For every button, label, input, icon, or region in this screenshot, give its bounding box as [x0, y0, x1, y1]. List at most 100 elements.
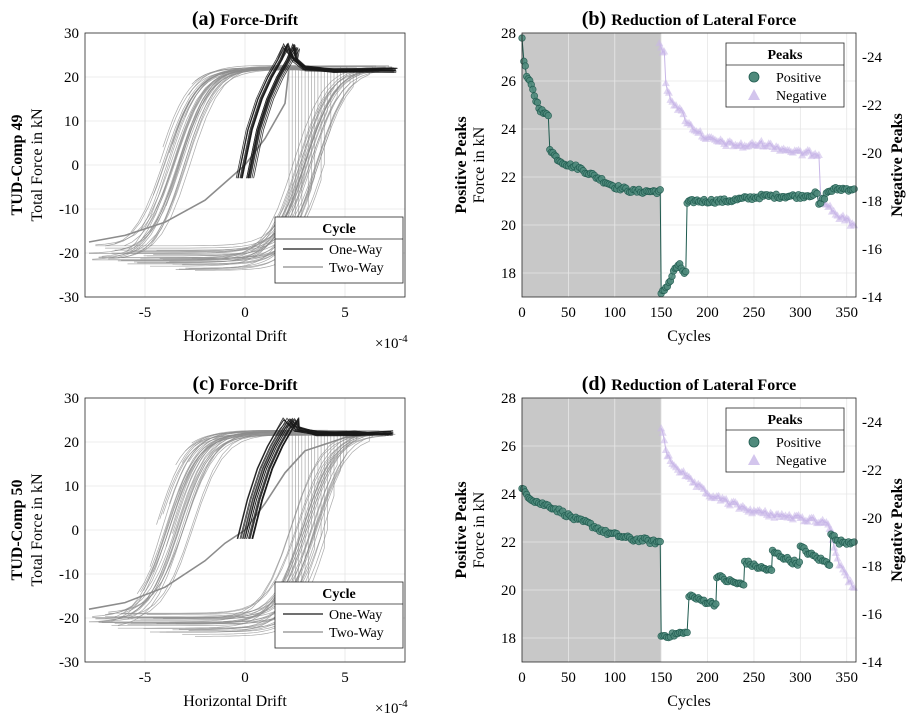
- y-axis-label-bold: TUD-Comp 50: [9, 480, 26, 581]
- positive-point: [850, 538, 858, 546]
- y-tick-label: 28: [501, 391, 516, 407]
- x-tick-label: -5: [139, 670, 152, 686]
- y-tick-label: 26: [501, 74, 517, 90]
- y-tick-label: 10: [64, 114, 79, 130]
- positive-point: [795, 558, 804, 566]
- x-multiplier: ×10-4: [375, 698, 408, 717]
- x-tick-label: 250: [743, 670, 766, 686]
- y-tick-label: 20: [64, 70, 79, 86]
- two-way-loop: [88, 433, 396, 623]
- legend-swatch-positive: [748, 71, 760, 83]
- axes-frame: [84, 32, 406, 298]
- negative-point: [833, 554, 842, 562]
- y-tick-label: 24: [501, 487, 517, 503]
- x-tick-label: 0: [241, 670, 249, 686]
- legend: Peaks Positive Negative: [725, 42, 845, 108]
- two-way-loop: [181, 66, 303, 266]
- two-way-loop: [146, 433, 338, 615]
- two-way-loop: [152, 431, 332, 619]
- one-way-line: [252, 416, 394, 539]
- panel-title-text: Force-Drift: [220, 12, 299, 29]
- panel-d: 0 50 100 150 200 250 300 350 18 20 22 24 26 28 -14 -16 -…: [453, 373, 906, 710]
- two-way-loop: [175, 69, 309, 270]
- two-way-loop: [140, 69, 344, 260]
- one-way-line: [247, 43, 396, 179]
- y-right-tick-label: -22: [862, 463, 882, 479]
- x-tick-label: 100: [604, 305, 627, 321]
- y-right-tick-label: -18: [862, 559, 882, 575]
- legend-swatch-negative: [748, 454, 760, 465]
- axes-frame: [521, 32, 857, 298]
- y-tick-label: 26: [501, 439, 517, 455]
- series-one-way: [236, 416, 394, 539]
- one-way-line: [246, 46, 396, 179]
- x-tick-label: 0: [518, 305, 526, 321]
- x-tick-label: 5: [341, 670, 349, 686]
- one-way-line: [240, 42, 394, 179]
- one-way-line: [247, 417, 393, 539]
- panel-letter: (c): [192, 373, 219, 395]
- negative-point: [842, 571, 851, 579]
- x-axis-label: Cycles: [667, 693, 711, 710]
- y-tick-label: -20: [59, 611, 79, 627]
- legend-title: Peaks: [768, 413, 804, 428]
- y-right-tick-label: -24: [862, 50, 882, 66]
- y-right-tick-label: -16: [862, 242, 882, 258]
- y-axis-label-bold: TUD-Comp 49: [9, 115, 26, 216]
- x-multiplier: ×10-4: [375, 333, 408, 352]
- two-way-loop: [162, 67, 322, 260]
- one-way-line: [253, 48, 398, 179]
- x-tick-label: 300: [789, 305, 812, 321]
- positive-point: [529, 85, 537, 94]
- series-positive: [518, 34, 858, 298]
- x-tick-label: -5: [139, 305, 152, 321]
- y-right-axis-label: Negative Peaks: [889, 113, 906, 217]
- x-tick-label: 200: [696, 670, 719, 686]
- legend-box: [274, 216, 404, 284]
- x-axis-label: Horizontal Drift: [183, 328, 287, 345]
- y-right-tick-label: -18: [862, 194, 882, 210]
- y-tick-label: 22: [501, 535, 516, 551]
- positive-point: [656, 186, 664, 194]
- y-tick-label: -20: [59, 246, 79, 262]
- y-right-tick-label: -14: [862, 290, 882, 306]
- positive-point: [767, 566, 776, 574]
- y-axis-label-bold: Positive Peaks: [453, 481, 470, 578]
- legend-label: Two-Way: [329, 626, 384, 641]
- negative-point: [658, 428, 667, 436]
- x-tick-label: 50: [561, 670, 576, 686]
- legend-label: One-Way: [329, 243, 382, 258]
- two-way-loop: [162, 431, 322, 619]
- y-tick-label: -10: [59, 202, 79, 218]
- negative-point: [831, 548, 840, 556]
- y-axis-label-bold: Positive Peaks: [453, 116, 470, 213]
- two-way-loop: [188, 64, 296, 269]
- negative-point: [757, 136, 766, 145]
- y-tick-label: -30: [59, 290, 79, 306]
- positive-point: [825, 561, 834, 569]
- axes-frame: [521, 397, 857, 663]
- x-tick-label: 300: [789, 670, 812, 686]
- x-tick-label: 350: [835, 305, 858, 321]
- negative-point: [660, 47, 669, 55]
- negative-point: [788, 515, 797, 523]
- negative-point: [826, 201, 835, 209]
- x-tick-label: 100: [604, 670, 627, 686]
- x-multiplier-exponent: -4: [398, 333, 408, 345]
- panel-b: 0 50 100 150 200 250 300 350 18 20 22 24 26 28 -14 -16 -…: [453, 8, 906, 345]
- negative-point: [805, 146, 814, 154]
- y-tick-label: 24: [501, 122, 517, 138]
- two-way-loop: [194, 433, 290, 637]
- two-way-loop: [194, 67, 290, 271]
- x-tick-label: 150: [650, 670, 673, 686]
- x-tick-label: 350: [835, 670, 858, 686]
- legend-label: Positive: [776, 436, 821, 451]
- legend-label: Positive: [776, 71, 821, 86]
- series-positive: [518, 484, 858, 642]
- positive-point: [544, 111, 552, 120]
- y-right-tick-label: -22: [862, 98, 882, 114]
- x-multiplier-base: ×10: [375, 701, 398, 717]
- x-axis-label: Horizontal Drift: [183, 693, 287, 710]
- legend: Cycle One-Way Two-Way: [274, 216, 404, 284]
- negative-point: [722, 141, 731, 150]
